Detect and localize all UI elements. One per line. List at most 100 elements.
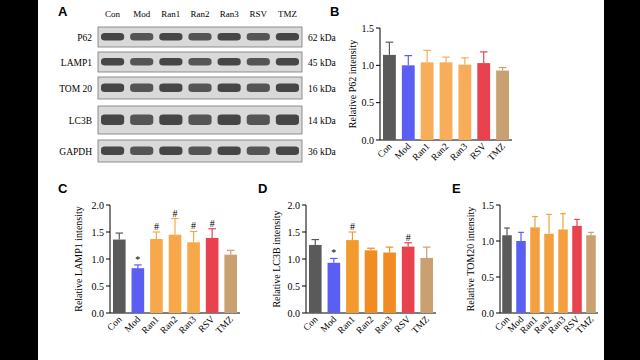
error-cap xyxy=(386,42,394,43)
significance-mark: # xyxy=(210,218,215,229)
band xyxy=(130,147,153,155)
y-tick xyxy=(106,313,110,314)
error-cap xyxy=(461,57,469,58)
y-tick-label: 0.5 xyxy=(362,97,375,108)
significance-mark: * xyxy=(331,247,336,258)
error-cap xyxy=(227,250,235,251)
band xyxy=(159,58,182,66)
protein-label: LC3B xyxy=(69,116,92,126)
error-line xyxy=(230,250,231,254)
y-tick xyxy=(496,205,500,206)
band xyxy=(101,58,124,66)
band xyxy=(247,84,270,92)
bar xyxy=(558,229,568,313)
error-line xyxy=(174,219,175,235)
x-tick-label: Ran1 xyxy=(410,141,431,162)
band xyxy=(159,84,182,92)
band xyxy=(101,114,124,125)
protein-label: LAMP1 xyxy=(61,58,92,68)
bar xyxy=(572,226,582,313)
y-tick xyxy=(106,205,110,206)
band xyxy=(218,114,241,125)
error-line xyxy=(315,240,316,245)
y-tick-label: 1.0 xyxy=(92,254,105,265)
band xyxy=(159,33,182,41)
bar xyxy=(496,71,509,140)
marks xyxy=(113,219,237,314)
y-tick-label: 0.5 xyxy=(288,281,301,292)
panel-letter: C xyxy=(58,181,68,196)
bar xyxy=(477,63,490,140)
x-tick-label: Ran1 xyxy=(336,314,357,335)
error-line xyxy=(576,219,577,225)
error-bar xyxy=(404,56,412,66)
x-tick-label: Ran2 xyxy=(354,314,375,335)
band xyxy=(276,58,299,66)
error-bar xyxy=(423,247,431,258)
y-axis-label: Relative TOM20 intensity xyxy=(465,207,476,312)
error-line xyxy=(333,258,334,262)
y-tick xyxy=(496,313,500,314)
bar-chart: ERelative TOM20 intensity0.00.51.01.5Con… xyxy=(452,181,598,336)
blot-strip xyxy=(98,77,302,99)
size-label: 16 kDa xyxy=(308,84,336,94)
x-tick-label: Con xyxy=(376,141,394,159)
error-line xyxy=(119,233,120,239)
error-cap xyxy=(115,232,123,233)
bar xyxy=(402,65,415,140)
protein-label: TOM 20 xyxy=(59,84,92,94)
y-tick xyxy=(106,259,110,260)
band xyxy=(218,84,241,92)
error-bar xyxy=(404,243,412,247)
error-line xyxy=(156,232,157,239)
x-tick-label: Con xyxy=(105,314,123,332)
protein-label: P62 xyxy=(77,33,92,43)
y-tick-label: 0.0 xyxy=(362,135,375,146)
error-line xyxy=(193,231,194,242)
lane-label: TMZ xyxy=(278,9,297,19)
bar xyxy=(402,247,415,313)
panel-letter: E xyxy=(452,181,461,196)
bar xyxy=(421,62,434,140)
bar xyxy=(516,241,526,313)
error-line xyxy=(520,232,521,241)
size-label: 36 kDa xyxy=(308,147,336,157)
error-bar xyxy=(504,228,510,235)
y-tick xyxy=(496,241,500,242)
error-cap xyxy=(367,248,375,249)
bar xyxy=(502,235,512,313)
error-line xyxy=(408,56,409,66)
x-tick-label: Ran3 xyxy=(177,314,198,335)
error-cap xyxy=(442,57,450,58)
y-tick-label: 1.0 xyxy=(288,254,301,265)
x-tick-label: Mod xyxy=(123,314,143,334)
error-bar xyxy=(349,232,357,240)
band xyxy=(247,33,270,41)
error-cap xyxy=(532,216,538,217)
error-cap xyxy=(386,247,394,248)
y-tick-label: 2.0 xyxy=(288,200,301,211)
significance-mark: # xyxy=(191,220,196,231)
x-tick-label: RSV xyxy=(392,314,412,334)
bar-chart: CRelative LAMP1 intensity0.00.51.01.52.0… xyxy=(58,181,240,336)
band xyxy=(276,114,299,125)
bar xyxy=(309,245,322,313)
significance-mark: * xyxy=(135,254,140,265)
error-bar xyxy=(115,233,123,239)
x-tick-label: Mod xyxy=(393,141,413,161)
x-tick-label: RSV xyxy=(468,141,488,161)
error-bar xyxy=(461,58,469,65)
error-bar xyxy=(153,232,161,239)
bar-chart: DRelative LC3B intensity0.00.51.01.52.0C… xyxy=(258,181,436,336)
band xyxy=(247,114,270,125)
error-cap xyxy=(588,232,594,233)
figure: AConModRan1Ran2Ran3RSVTMZP6262 kDaLAMP14… xyxy=(0,0,640,360)
bar xyxy=(383,253,396,313)
error-bar xyxy=(311,240,319,245)
y-tick-label: 0.0 xyxy=(92,308,105,319)
x-tick-label: Ran1 xyxy=(140,314,161,335)
error-bar xyxy=(442,57,450,62)
significance-mark: # xyxy=(406,232,411,243)
x-tick-label: TMZ xyxy=(214,314,235,335)
error-bar xyxy=(532,217,538,228)
